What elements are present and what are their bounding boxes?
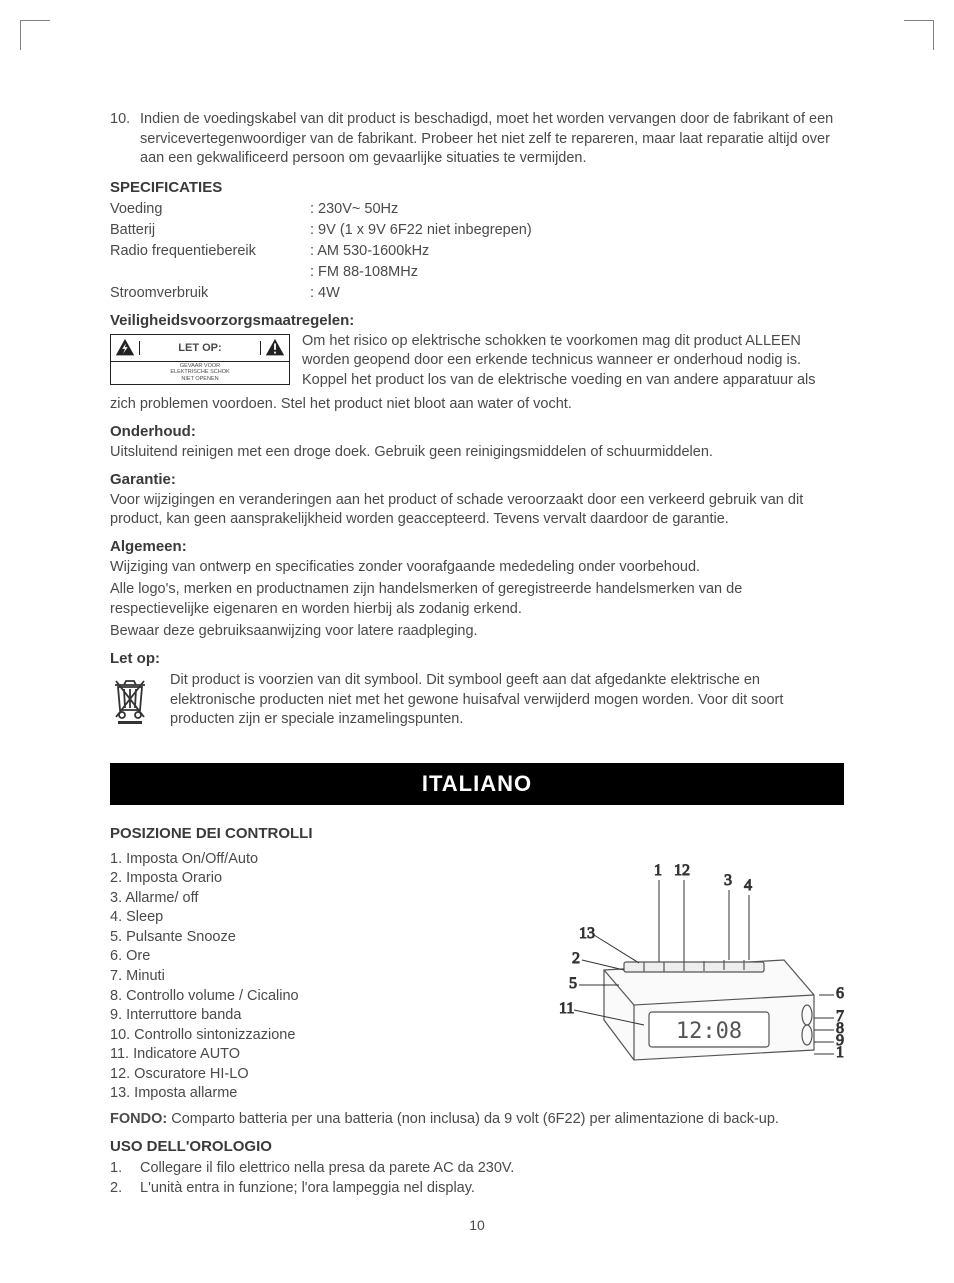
fondo-text: Comparto batteria per una batteria (non … [167,1111,779,1127]
control-item: 6. Ore [110,947,524,967]
spec-label: Stroomverbruik [110,283,310,304]
control-item: 3. Allarme/ off [110,889,524,909]
algemeen-p2: Alle logo's, merken en productnamen zijn… [110,580,844,619]
spec-label: Batterij [110,220,310,241]
control-item: 1. Imposta On/Off/Auto [110,850,524,870]
fondo-line: FONDO: Comparto batteria per una batteri… [110,1110,844,1130]
language-banner: ITALIANO [110,763,844,805]
control-item: 10. Controllo sintonizzazione [110,1026,524,1046]
shock-triangle-icon [111,335,139,361]
controls-title: POSIZIONE DEI CONTROLLI [110,825,844,842]
item-text: Indien de voedingskabel van dit product … [140,110,844,169]
spec-value: : 9V (1 x 9V 6F22 niet inbegrepen) [310,220,532,241]
safety-title: Veiligheidsvoorzorgsmaatregelen: [110,312,844,329]
product-diagram: 12:08 1 12 3 4 13 2 5 11 6 7 8 9 10 [544,850,844,1104]
letop-text: Dit product is voorzien van dit symbool.… [170,671,844,730]
uso-num: 1. [110,1158,140,1178]
controls-list: 1. Imposta On/Off/Auto 2. Imposta Orario… [110,850,524,1104]
crop-mark-tr [904,20,934,50]
spec-value: : FM 88-108MHz [310,262,418,283]
display-time: 12:08 [676,1019,742,1044]
spec-label: Voeding [110,199,310,220]
spec-value: : AM 530-1600kHz [310,241,429,262]
spec-value: : 4W [310,283,340,304]
svg-text:11: 11 [559,1000,574,1017]
fondo-label: FONDO: [110,1111,167,1127]
svg-text:6: 6 [836,985,844,1002]
spec-row: Radio frequentiebereik: AM 530-1600kHz [110,241,844,262]
specs-title: SPECIFICATIES [110,179,844,196]
svg-text:13: 13 [579,925,595,942]
letop-title: Let op: [110,650,844,667]
spec-row: Batterij: 9V (1 x 9V 6F22 niet inbegrepe… [110,220,844,241]
page-number: 10 [0,1217,954,1233]
control-item: 12. Oscuratore HI-LO [110,1065,524,1085]
caution-box: LET OP: GEVAAR VOOR ELEKTRISCHE SCHOK NI… [110,334,290,385]
crop-mark-tl [20,20,50,50]
svg-text:10: 10 [836,1044,844,1061]
control-item: 13. Imposta allarme [110,1084,524,1104]
svg-text:2: 2 [572,950,580,967]
spec-label: Radio frequentiebereik [110,241,310,262]
algemeen-p3: Bewaar deze gebruiksaanwijzing voor late… [110,622,844,642]
svg-text:1: 1 [654,862,662,879]
item-number: 10. [110,110,140,169]
spec-row: : FM 88-108MHz [110,262,844,283]
caution-sub3: NIET OPENEN [181,376,218,382]
uso-text: L'unità entra in funzione; l'ora lampegg… [140,1178,475,1198]
spec-row: Voeding: 230V~ 50Hz [110,199,844,220]
control-item: 7. Minuti [110,967,524,987]
control-item: 11. Indicatore AUTO [110,1045,524,1065]
onderhoud-text: Uitsluitend reinigen met een droge doek.… [110,443,844,463]
uso-item: 1.Collegare il filo elettrico nella pres… [110,1158,844,1178]
caution-subtext: GEVAAR VOOR ELEKTRISCHE SCHOK NIET OPENE… [110,362,290,385]
control-item: 9. Interruttore banda [110,1006,524,1026]
uso-num: 2. [110,1178,140,1198]
svg-text:4: 4 [744,877,752,894]
onderhoud-title: Onderhoud: [110,423,844,440]
svg-text:3: 3 [724,872,732,889]
garantie-title: Garantie: [110,471,844,488]
safety-text-after: zich problemen voordoen. Stel het produc… [110,395,844,415]
spec-value: : 230V~ 50Hz [310,199,398,220]
weee-icon [110,675,160,730]
control-item: 5. Pulsante Snooze [110,928,524,948]
safety-block: LET OP: GEVAAR VOOR ELEKTRISCHE SCHOK NI… [110,332,844,394]
uso-title: USO DELL'OROLOGIO [110,1138,844,1155]
algemeen-p1: Wijziging van ontwerp en specificaties z… [110,558,844,578]
algemeen-title: Algemeen: [110,538,844,555]
weee-row: Dit product is voorzien van dit symbool.… [110,671,844,733]
list-item-10: 10. Indien de voedingskabel van dit prod… [110,110,844,169]
spec-label [110,262,310,283]
caution-sub2: ELEKTRISCHE SCHOK [170,369,229,375]
control-item: 2. Imposta Orario [110,869,524,889]
spec-row: Stroomverbruik: 4W [110,283,844,304]
control-item: 8. Controllo volume / Cicalino [110,987,524,1007]
uso-item: 2.L'unità entra in funzione; l'ora lampe… [110,1178,844,1198]
uso-text: Collegare il filo elettrico nella presa … [140,1158,514,1178]
warning-triangle-icon [261,335,289,361]
safety-text-inline: Om het risico op elektrische schokken te… [302,332,844,391]
svg-text:12: 12 [674,862,690,879]
garantie-text: Voor wijzigingen en veranderingen aan he… [110,491,844,530]
svg-text:5: 5 [569,975,577,992]
control-item: 4. Sleep [110,908,524,928]
caution-label: LET OP: [139,341,261,355]
caution-sub1: GEVAAR VOOR [180,363,220,369]
